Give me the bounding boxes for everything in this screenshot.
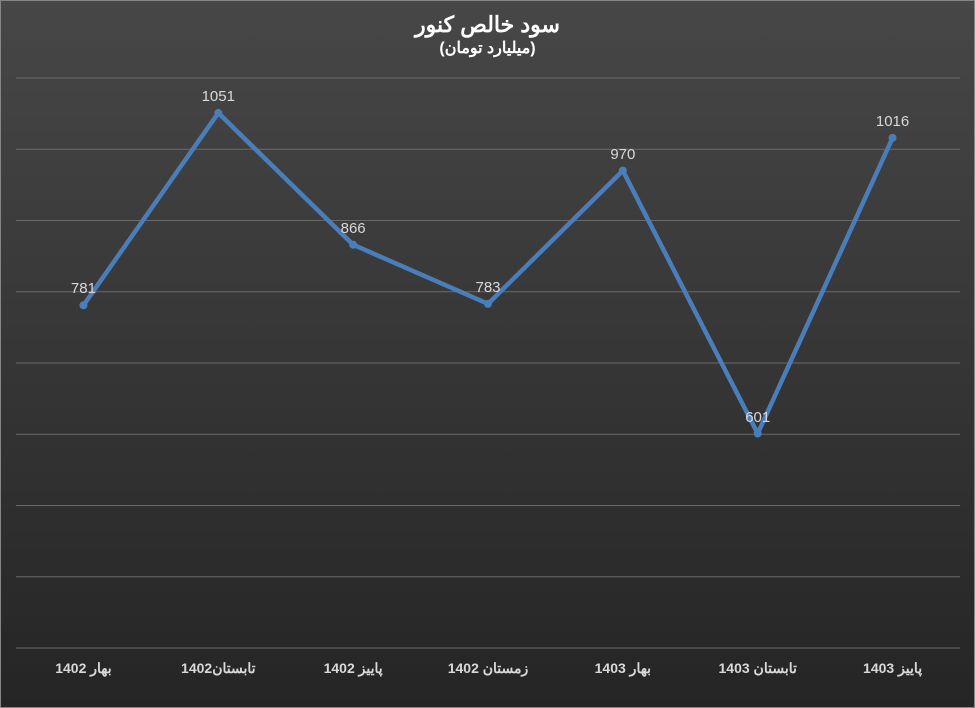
line-chart: سود خالص کنور (میلیارد تومان) 781 بهار 14… bbox=[0, 0, 975, 708]
data-label: 970 bbox=[610, 146, 635, 163]
data-label: 783 bbox=[475, 279, 500, 296]
data-marker bbox=[754, 430, 762, 438]
x-axis-label: بهار 1403 bbox=[595, 660, 651, 677]
data-marker bbox=[214, 109, 222, 117]
x-axis-label: تابستان 1403 bbox=[719, 660, 797, 677]
data-marker bbox=[619, 167, 627, 175]
data-label: 1051 bbox=[202, 88, 235, 105]
x-axis-label: بهار 1402 bbox=[55, 660, 111, 677]
data-label: 781 bbox=[71, 280, 96, 297]
chart-subtitle: (میلیارد تومان) bbox=[0, 38, 975, 58]
x-axis-label: پاییز 1402 bbox=[324, 660, 383, 677]
x-axis-label: زمستان 1402 bbox=[448, 660, 529, 677]
x-axis-label: پاییز 1403 bbox=[863, 660, 922, 677]
data-label: 1016 bbox=[876, 113, 909, 130]
chart-background bbox=[0, 0, 975, 708]
data-marker bbox=[889, 134, 897, 142]
chart-title: سود خالص کنور bbox=[0, 12, 975, 38]
x-axis-label: تابستان1402 bbox=[181, 660, 255, 677]
data-marker bbox=[349, 241, 357, 249]
data-label: 601 bbox=[745, 409, 770, 426]
data-marker bbox=[484, 300, 492, 308]
data-label: 866 bbox=[341, 220, 366, 237]
data-marker bbox=[79, 301, 87, 309]
title-block: سود خالص کنور (میلیارد تومان) bbox=[0, 12, 975, 58]
